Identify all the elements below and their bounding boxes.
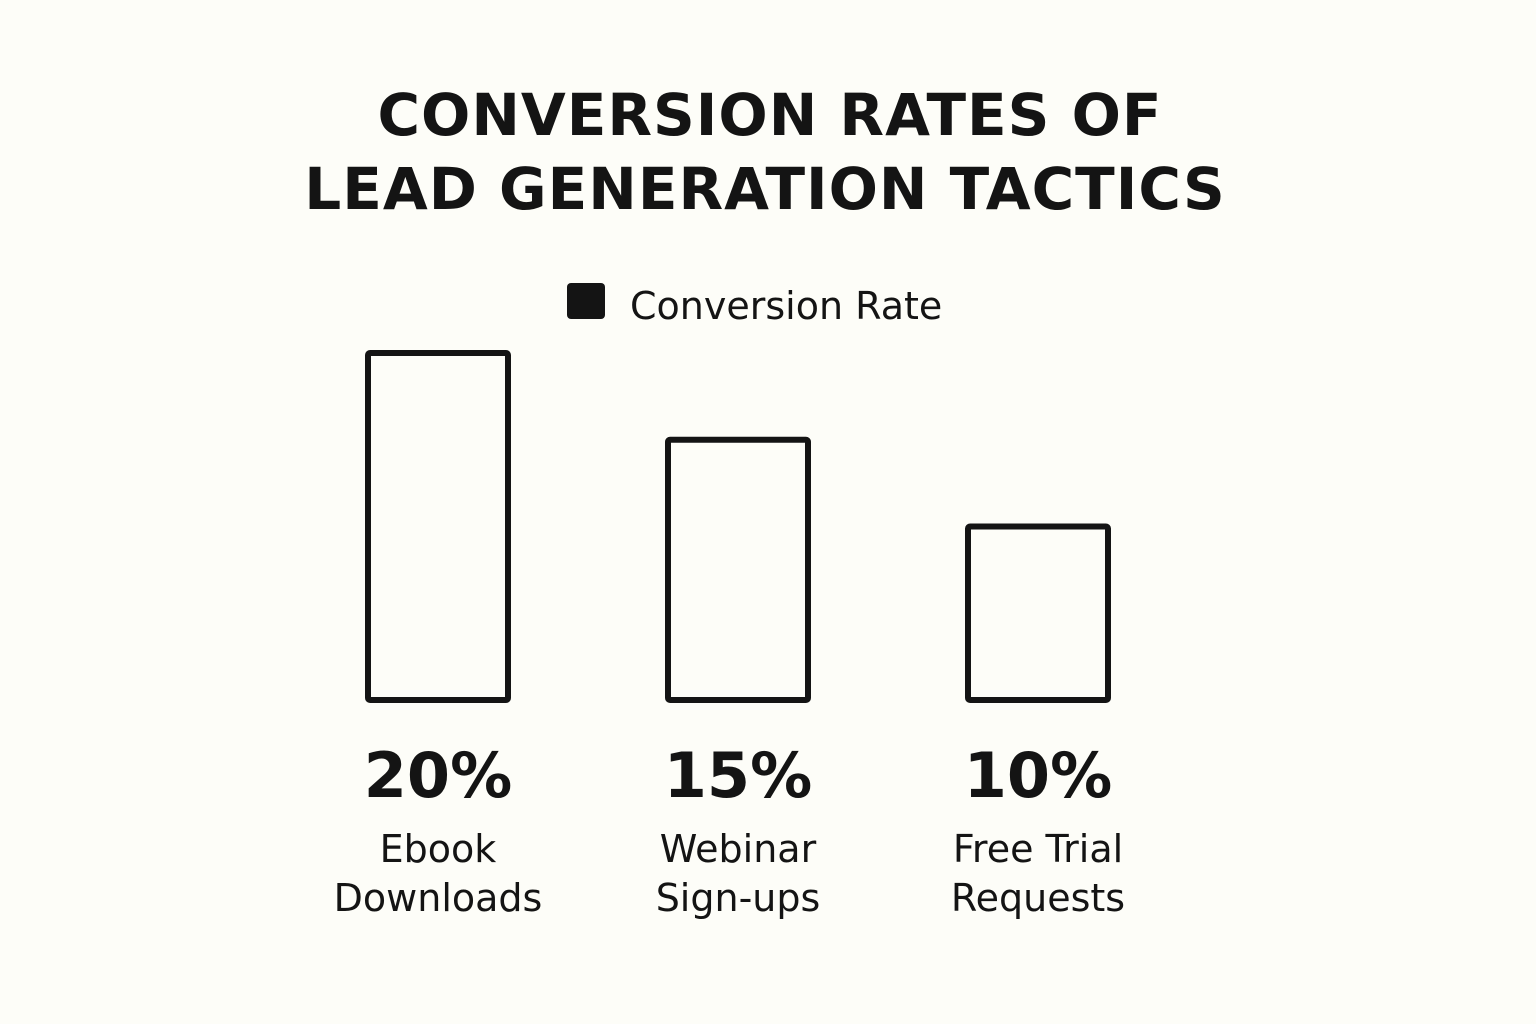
chart-title-line-1: CONVERSION RATES OF bbox=[377, 81, 1162, 149]
value-label-3: 10% bbox=[964, 739, 1112, 812]
category-label-2-line-2: Sign-ups bbox=[656, 876, 821, 920]
category-label-2-line-1: Webinar bbox=[660, 827, 817, 871]
bar-3 bbox=[965, 523, 1111, 703]
bar-labels: 20% Ebook Downloads 15% Webinar Sign-ups 10% Fr… bbox=[334, 739, 1125, 920]
legend-label: Conversion Rate bbox=[630, 284, 942, 328]
category-label-1-line-1: Ebook bbox=[380, 827, 497, 871]
legend: Conversion Rate bbox=[567, 283, 942, 328]
value-label-2: 15% bbox=[664, 739, 812, 812]
bar-1 bbox=[365, 350, 511, 703]
value-label-1: 20% bbox=[364, 739, 512, 812]
category-label-3-line-1: Free Trial bbox=[953, 827, 1123, 871]
bars bbox=[365, 350, 1111, 703]
category-label-1-line-2: Downloads bbox=[334, 876, 543, 920]
chart-title-line-2: LEAD GENERATION TACTICS bbox=[304, 155, 1226, 223]
bar-2 bbox=[665, 436, 811, 703]
chart-title: CONVERSION RATES OF LEAD GENERATION TACT… bbox=[304, 81, 1226, 223]
category-label-3-line-2: Requests bbox=[951, 876, 1125, 920]
legend-swatch bbox=[567, 283, 605, 319]
